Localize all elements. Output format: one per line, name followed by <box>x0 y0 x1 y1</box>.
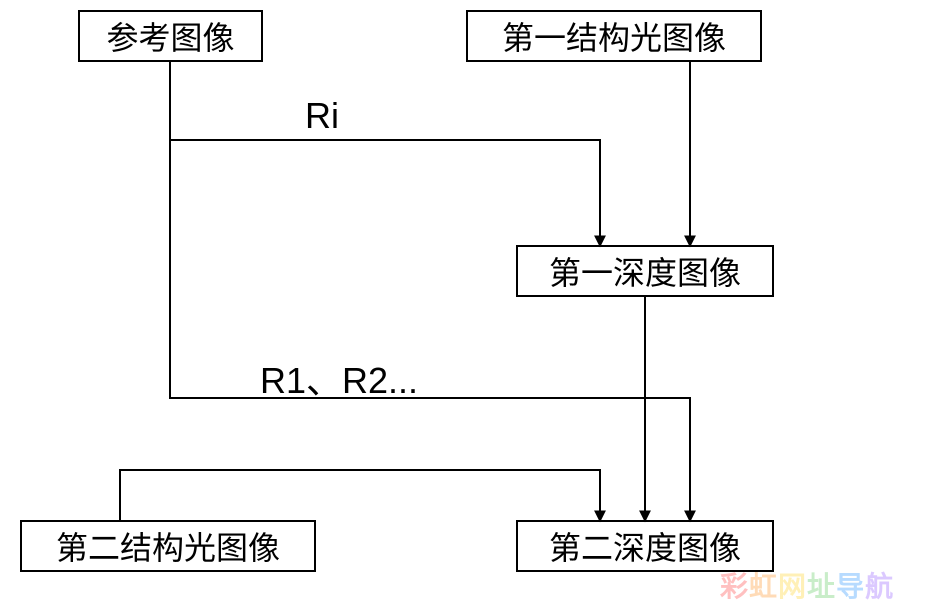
node-depth1: 第一深度图像 <box>516 245 774 297</box>
node-depth2-label: 第二深度图像 <box>549 523 741 569</box>
edges-layer <box>0 0 945 602</box>
node-struct1: 第一结构光图像 <box>466 10 762 62</box>
watermark-char: 彩 <box>720 571 749 602</box>
edge <box>120 470 600 520</box>
watermark-char: 航 <box>865 571 894 602</box>
edge-label-ri: Ri <box>305 95 339 137</box>
watermark-char: 网 <box>778 571 807 602</box>
node-ref-image-label: 参考图像 <box>106 13 234 59</box>
edge <box>170 62 600 245</box>
watermark-char: 导 <box>836 571 865 602</box>
edge-label-r1r2: R1、R2... <box>260 352 418 404</box>
node-struct2: 第二结构光图像 <box>20 520 316 572</box>
node-ref-image: 参考图像 <box>78 10 263 62</box>
node-struct2-label: 第二结构光图像 <box>56 523 280 569</box>
watermark: 彩虹网址导航 <box>720 565 894 605</box>
node-depth1-label: 第一深度图像 <box>549 248 741 294</box>
node-struct1-label: 第一结构光图像 <box>502 13 726 59</box>
watermark-char: 虹 <box>749 571 778 602</box>
watermark-char: 址 <box>807 571 836 602</box>
